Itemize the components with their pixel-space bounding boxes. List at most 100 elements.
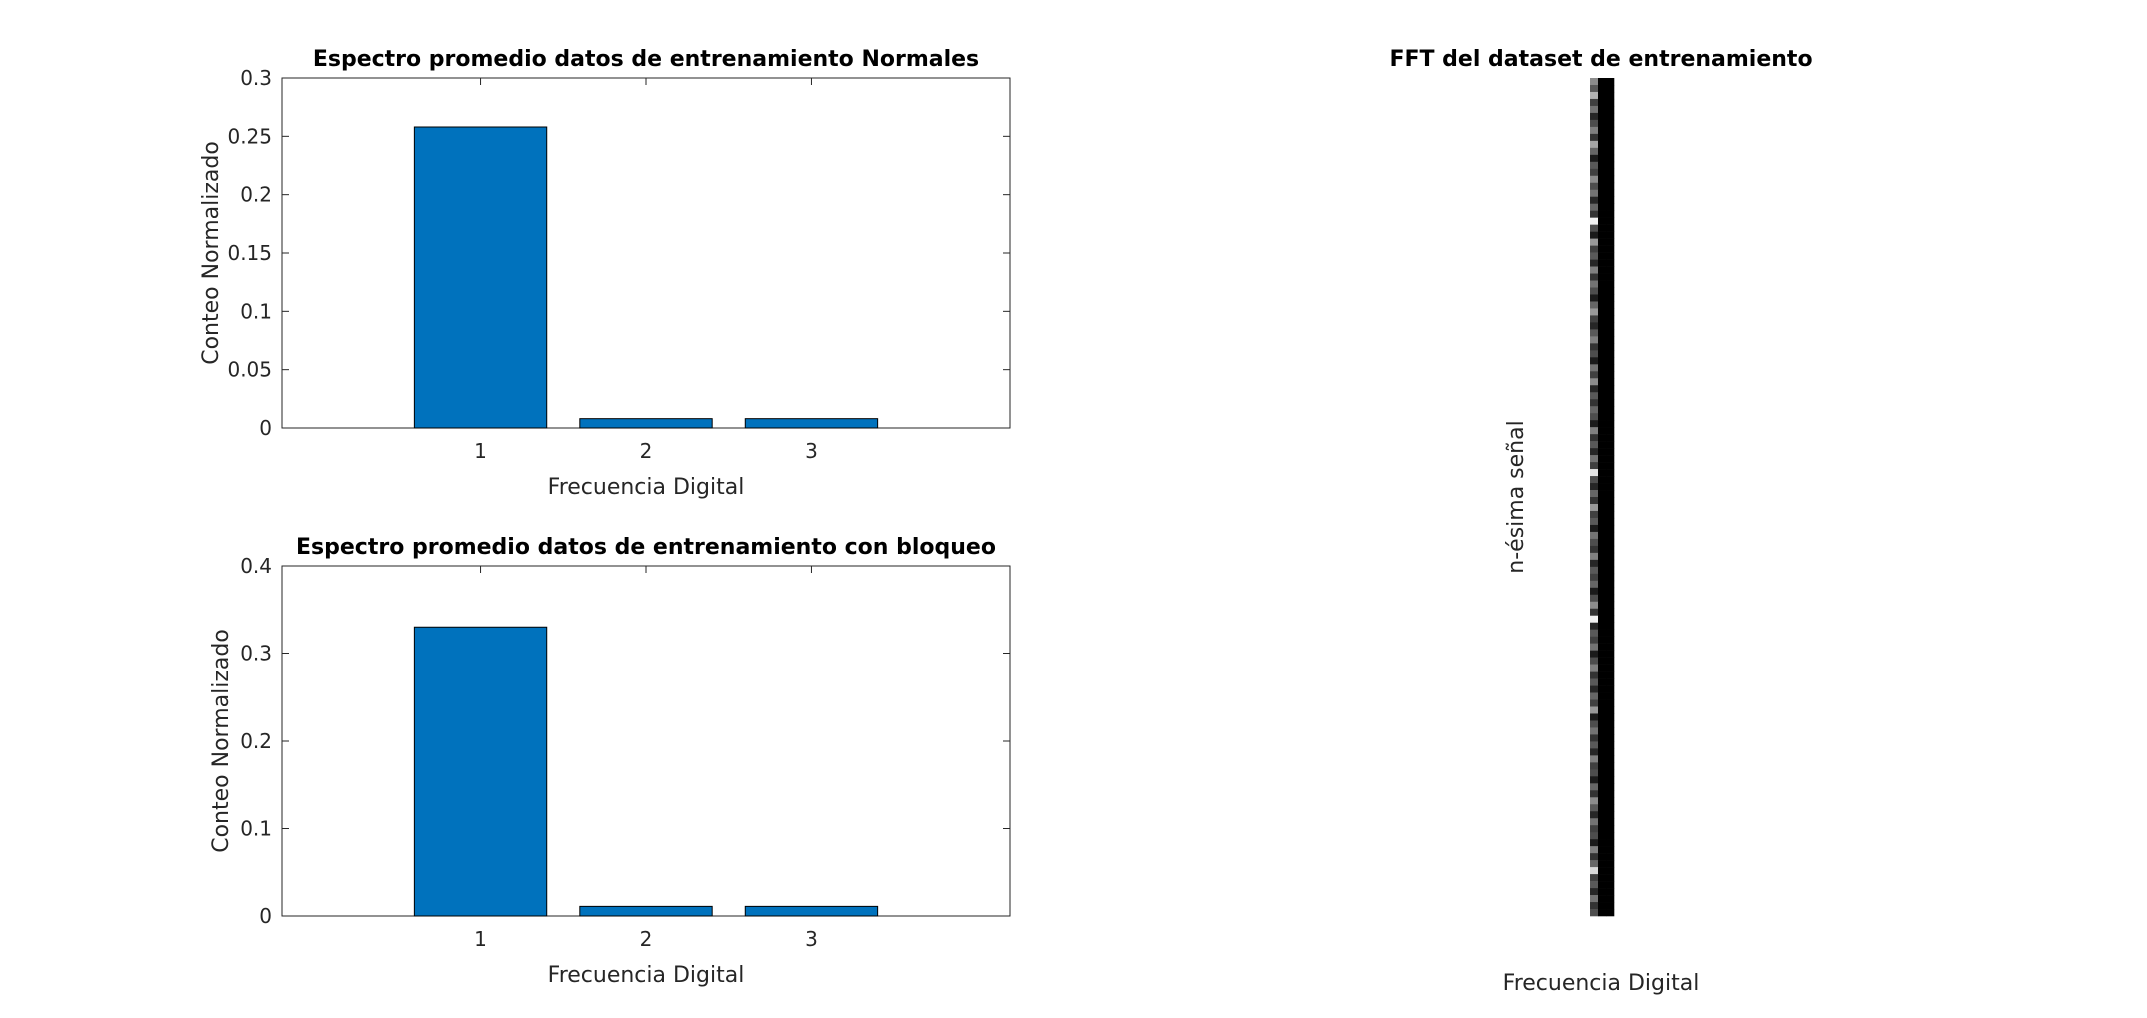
heatmap-cell: [1598, 671, 1607, 679]
heatmap-cell: [1598, 133, 1607, 142]
heatmap-cell: [1598, 168, 1607, 177]
heatmap-cell: [1606, 224, 1615, 232]
heatmap-cell: [1606, 406, 1615, 414]
heatmap-cell: [1598, 252, 1607, 260]
heatmap-cell: [1598, 685, 1607, 693]
heatmap-cell: [1590, 636, 1599, 644]
heatmap-cell: [1606, 622, 1615, 630]
heatmap-cell: [1598, 902, 1607, 910]
heatmap-cell: [1598, 182, 1607, 191]
heatmap-cell: [1598, 217, 1607, 225]
y-tick-label: 0.3: [240, 642, 272, 666]
heatmap-cell: [1590, 692, 1599, 700]
heatmap-cell: [1606, 322, 1615, 330]
heatmap-cell: [1606, 140, 1615, 149]
y-tick-label: 0: [259, 416, 272, 440]
heatmap-cell: [1590, 510, 1599, 519]
heatmap-cell: [1606, 797, 1615, 805]
y-tick-label: 0.05: [227, 358, 272, 382]
heatmap-cell: [1598, 650, 1607, 658]
heatmap-cell: [1598, 434, 1607, 442]
heatmap-cell: [1590, 399, 1599, 407]
heatmap-cell: [1598, 497, 1607, 505]
heatmap-cell: [1606, 329, 1615, 337]
heatmap-cell: [1598, 692, 1607, 700]
heatmap-cell: [1598, 706, 1607, 714]
heatmap-cell: [1598, 622, 1607, 630]
heatmap-cell: [1590, 455, 1599, 463]
heatmap-cell: [1590, 301, 1599, 309]
heatmap-cell: [1598, 245, 1607, 253]
y-tick-label: 0.4: [240, 554, 272, 578]
heatmap-cell: [1598, 510, 1607, 519]
heatmap-cell: [1590, 643, 1599, 651]
heatmap-cell: [1606, 392, 1615, 400]
heatmap-cell: [1606, 643, 1615, 651]
heatmap-cell: [1590, 357, 1599, 365]
heatmap-cell: [1590, 818, 1599, 826]
heatmap-cell: [1590, 566, 1599, 575]
heatmap-cell: [1606, 783, 1615, 791]
heatmap-cell: [1606, 601, 1615, 610]
heatmap-cell: [1598, 126, 1607, 135]
bar-1: [413, 626, 548, 917]
heatmap-cell: [1590, 343, 1599, 351]
heatmap-cell: [1590, 483, 1599, 491]
heatmap-cell: [1606, 497, 1615, 505]
heatmap-cell: [1606, 315, 1615, 323]
heatmap-cell: [1590, 853, 1599, 861]
heatmap-cell: [1606, 245, 1615, 253]
heatmap-cell: [1590, 601, 1599, 610]
heatmap-cell: [1598, 818, 1607, 826]
bar-2: [579, 905, 713, 917]
heatmap-cell: [1606, 78, 1615, 86]
heatmap-cell: [1606, 748, 1615, 756]
heatmap-cell: [1606, 343, 1615, 351]
heatmap-cell: [1590, 385, 1599, 393]
heatmap-cell: [1590, 266, 1599, 274]
heatmap-cell: [1606, 804, 1615, 812]
heatmap-cell: [1598, 804, 1607, 812]
heatmap-cell: [1598, 406, 1607, 414]
heatmap-cell: [1598, 161, 1607, 170]
heatmap-cell: [1606, 762, 1615, 770]
heatmap-cell: [1606, 203, 1615, 211]
heatmap-cell: [1590, 832, 1599, 840]
heatmap-cell: [1606, 427, 1615, 435]
heatmap-cell: [1606, 287, 1615, 295]
heatmap-cell: [1606, 462, 1615, 470]
heatmap-cell: [1590, 462, 1599, 470]
heatmap-cell: [1606, 531, 1615, 540]
heatmap-cell: [1590, 196, 1599, 204]
heatmap-cell: [1606, 364, 1615, 372]
heatmap-cell: [1598, 322, 1607, 330]
heatmap-cell: [1598, 524, 1607, 533]
heatmap-cell: [1598, 762, 1607, 770]
heatmap-cell: [1606, 839, 1615, 847]
heatmap-cell: [1606, 259, 1615, 267]
chart-bloqueo: Espectro promedio datos de entrenamiento…: [209, 535, 1011, 988]
heatmap-cell: [1606, 566, 1615, 575]
heatmap-cell: [1598, 280, 1607, 288]
heatmap-cell: [1590, 329, 1599, 337]
y-ticks: 0 0.05 0.1 0.15 0.2 0.25 0.3: [227, 66, 1010, 440]
heatmap-cell: [1590, 287, 1599, 295]
heatmap-cell: [1606, 357, 1615, 365]
heatmap-cell: [1590, 608, 1599, 617]
heatmap-cell: [1598, 210, 1607, 218]
heatmap-cell: [1590, 119, 1599, 128]
heatmap-cell: [1606, 846, 1615, 854]
heatmap-cell: [1598, 664, 1607, 672]
heatmap-cell: [1606, 538, 1615, 547]
heatmap-cell: [1590, 133, 1599, 142]
heatmap-cell: [1590, 98, 1599, 107]
x-tick-label: 1: [474, 439, 487, 463]
heatmap-cell: [1590, 175, 1599, 184]
y-tick-label: 0.15: [227, 241, 272, 265]
heatmap-cell: [1606, 608, 1615, 617]
heatmap-cell: [1590, 657, 1599, 665]
heatmap-cell: [1590, 182, 1599, 191]
heatmap-cell: [1590, 78, 1599, 86]
heatmap-cell: [1598, 594, 1607, 603]
heatmap-cell: [1590, 671, 1599, 679]
